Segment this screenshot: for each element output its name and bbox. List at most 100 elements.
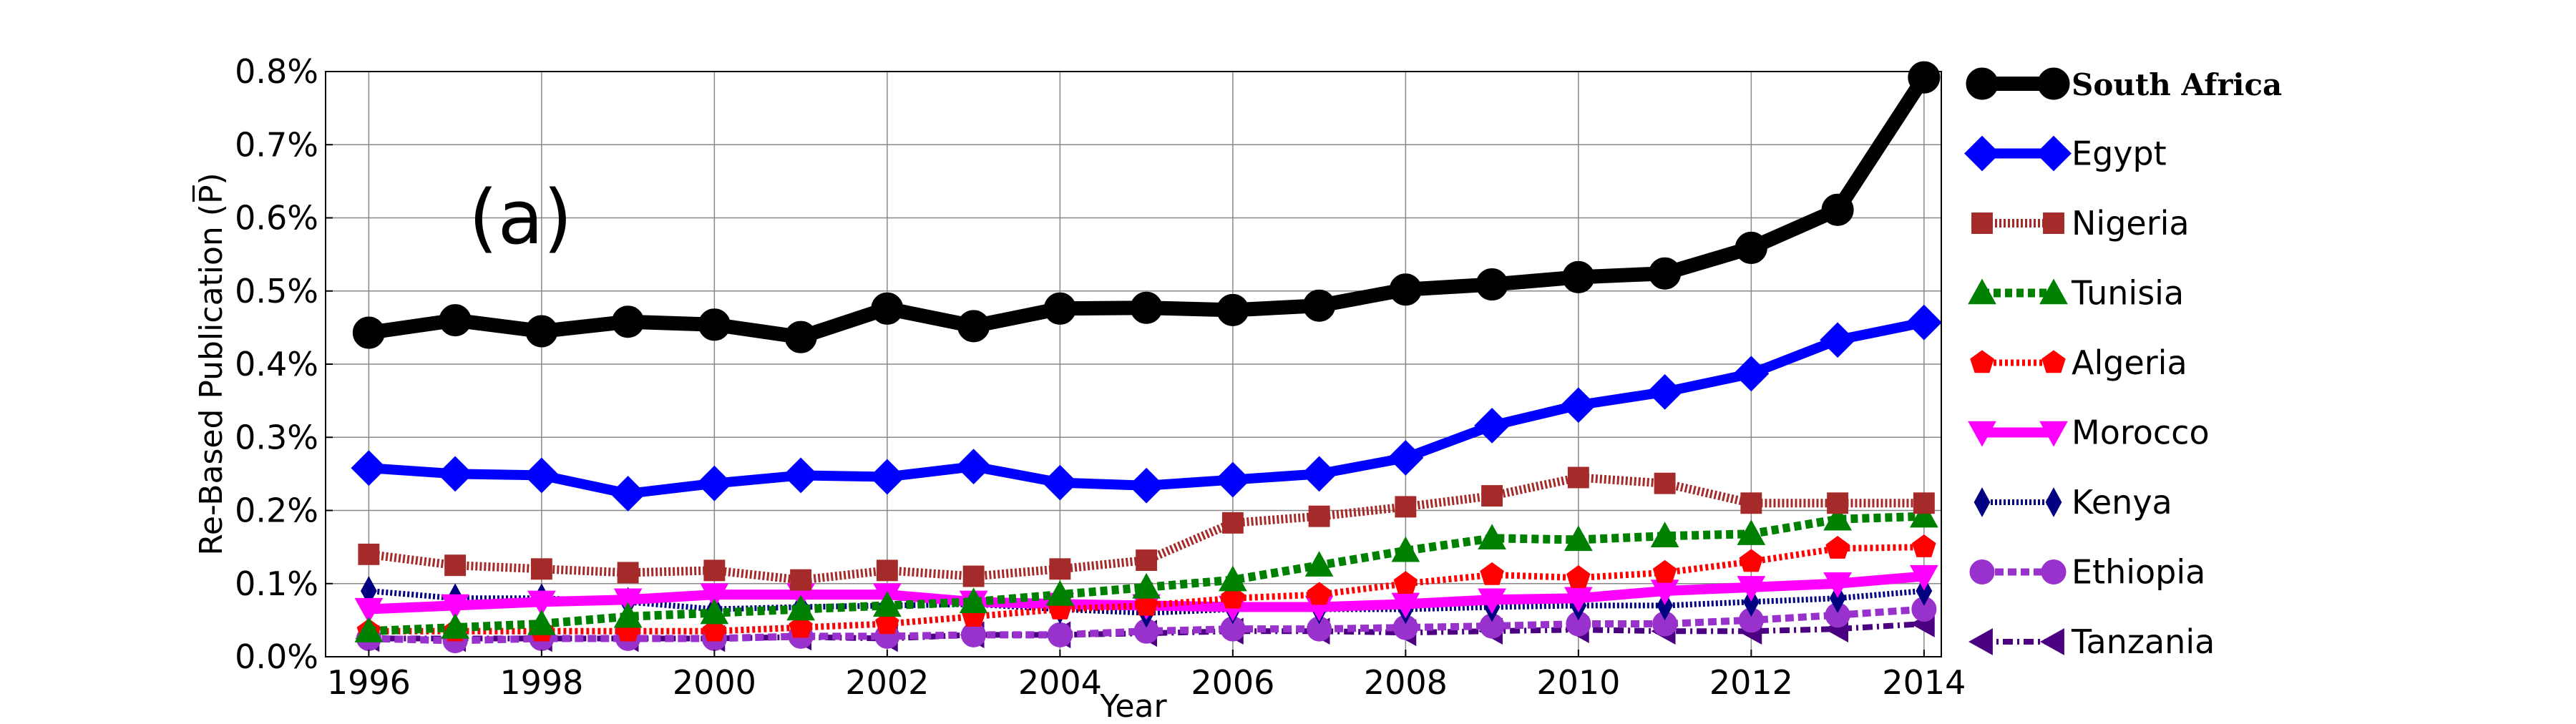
data-point-tunisia	[786, 595, 815, 621]
legend-marker	[1968, 421, 1996, 447]
data-point-nigeria	[1567, 466, 1589, 489]
legend-marker	[2039, 628, 2064, 655]
legend-marker	[2045, 487, 2062, 517]
legend-marker	[2039, 278, 2068, 305]
data-point-algeria	[1134, 592, 1158, 616]
data-point-egypt	[523, 457, 560, 494]
data-point-south-africa	[1303, 289, 1336, 322]
data-point-tunisia	[1823, 504, 1852, 531]
data-point-morocco	[613, 588, 643, 615]
series-south-africa	[352, 61, 1941, 353]
data-point-egypt	[610, 476, 646, 512]
series-nigeria	[358, 466, 1935, 591]
data-point-kenya	[1657, 590, 1673, 621]
data-point-tunisia	[1650, 522, 1679, 547]
legend-label: South Africa	[2072, 67, 2282, 102]
legend: South Africa Egypt Nigeria Tunisia Algeria Mo…	[1964, 67, 2282, 661]
data-point-morocco	[527, 590, 556, 617]
legend-label: Egypt	[2072, 134, 2167, 173]
data-point-egypt	[1128, 467, 1165, 504]
legend-marker	[1968, 278, 1996, 305]
data-point-egypt	[1042, 464, 1078, 501]
data-point-nigeria	[1308, 505, 1330, 527]
data-point-algeria	[1652, 559, 1677, 583]
data-point-tunisia	[1910, 502, 1938, 528]
data-point-tunisia	[1737, 519, 1766, 545]
data-point-egypt	[437, 456, 474, 492]
data-point-kenya	[1916, 576, 1933, 606]
data-point-tunisia	[354, 617, 384, 642]
data-point-south-africa	[1130, 291, 1163, 324]
legend-marker	[2039, 421, 2068, 447]
data-point-south-africa	[1735, 231, 1767, 264]
y-tick-label: 0.6%	[235, 199, 318, 238]
data-point-tunisia	[1132, 572, 1161, 599]
legend-label: Nigeria	[2072, 204, 2190, 243]
legend-label: Morocco	[2072, 414, 2210, 452]
legend-label: Tunisia	[2071, 274, 2184, 313]
legend-marker	[1968, 628, 1993, 655]
data-point-algeria	[1393, 571, 1418, 595]
data-point-algeria	[1480, 562, 1504, 585]
data-point-morocco	[700, 583, 729, 610]
y-tick-label: 0.8%	[235, 52, 318, 91]
legend-marker	[2043, 212, 2064, 234]
legend-item-kenya: Kenya	[1974, 483, 2172, 522]
data-point-tunisia	[1045, 580, 1075, 606]
data-point-tunisia	[613, 602, 643, 628]
data-point-egypt	[696, 465, 733, 502]
y-tick-label: 0.0%	[235, 637, 318, 676]
data-point-nigeria	[1481, 485, 1503, 507]
data-point-ethiopia	[1047, 622, 1073, 647]
axis-ticks: 1996 1998 2000 2002 2004 2006 2008 2010 2012 2014…	[235, 52, 1966, 702]
legend-marker	[1970, 350, 1994, 373]
data-point-nigeria	[1654, 472, 1676, 494]
x-axis-title: Year	[1099, 688, 1167, 724]
legend-marker	[1974, 487, 1991, 517]
data-point-egypt	[955, 449, 992, 485]
data-point-south-africa	[525, 315, 558, 348]
data-point-tunisia	[527, 609, 556, 635]
data-point-south-africa	[612, 305, 645, 338]
plot-series	[351, 61, 1942, 654]
data-point-egypt	[1214, 461, 1251, 498]
legend-item-south-africa: South Africa	[1966, 67, 2282, 102]
data-point-egypt	[1474, 407, 1511, 444]
data-point-algeria	[1739, 549, 1764, 572]
legend-item-tanzania: Tanzania	[1968, 622, 2215, 661]
data-point-kenya	[1742, 587, 1760, 617]
data-point-egypt	[1560, 387, 1596, 424]
data-point-morocco	[354, 597, 384, 624]
data-point-algeria	[1825, 536, 1850, 559]
data-point-algeria	[1307, 582, 1332, 605]
data-point-tunisia	[1219, 565, 1247, 592]
legend-item-algeria: Algeria	[1970, 343, 2187, 382]
data-point-south-africa	[1043, 292, 1076, 325]
x-tick-label: 2010	[1536, 663, 1620, 702]
legend-item-morocco: Morocco	[1968, 414, 2210, 452]
data-point-algeria	[1912, 534, 1936, 557]
data-point-tunisia	[1391, 536, 1420, 562]
y-tick-label: 0.5%	[235, 272, 318, 310]
data-point-nigeria	[1395, 496, 1417, 518]
legend-label: Kenya	[2072, 483, 2172, 522]
data-point-egypt	[1301, 456, 1337, 492]
data-point-south-africa	[957, 310, 990, 343]
legend-item-ethiopia: Ethiopia	[1969, 553, 2205, 592]
x-tick-label: 2002	[845, 663, 929, 702]
data-point-nigeria	[358, 543, 380, 565]
data-point-egypt	[1387, 439, 1424, 476]
data-point-nigeria	[530, 558, 552, 580]
data-point-nigeria	[1827, 492, 1849, 514]
data-point-south-africa	[1649, 257, 1682, 290]
data-point-algeria	[1221, 585, 1245, 609]
y-tick-label: 0.1%	[235, 564, 318, 603]
legend-marker	[1966, 67, 1999, 100]
legend-marker	[2041, 350, 2066, 373]
data-point-south-africa	[439, 304, 472, 337]
data-point-south-africa	[1562, 260, 1595, 293]
data-point-south-africa	[698, 308, 731, 341]
data-point-tunisia	[441, 613, 469, 639]
legend-marker	[1964, 135, 2000, 172]
